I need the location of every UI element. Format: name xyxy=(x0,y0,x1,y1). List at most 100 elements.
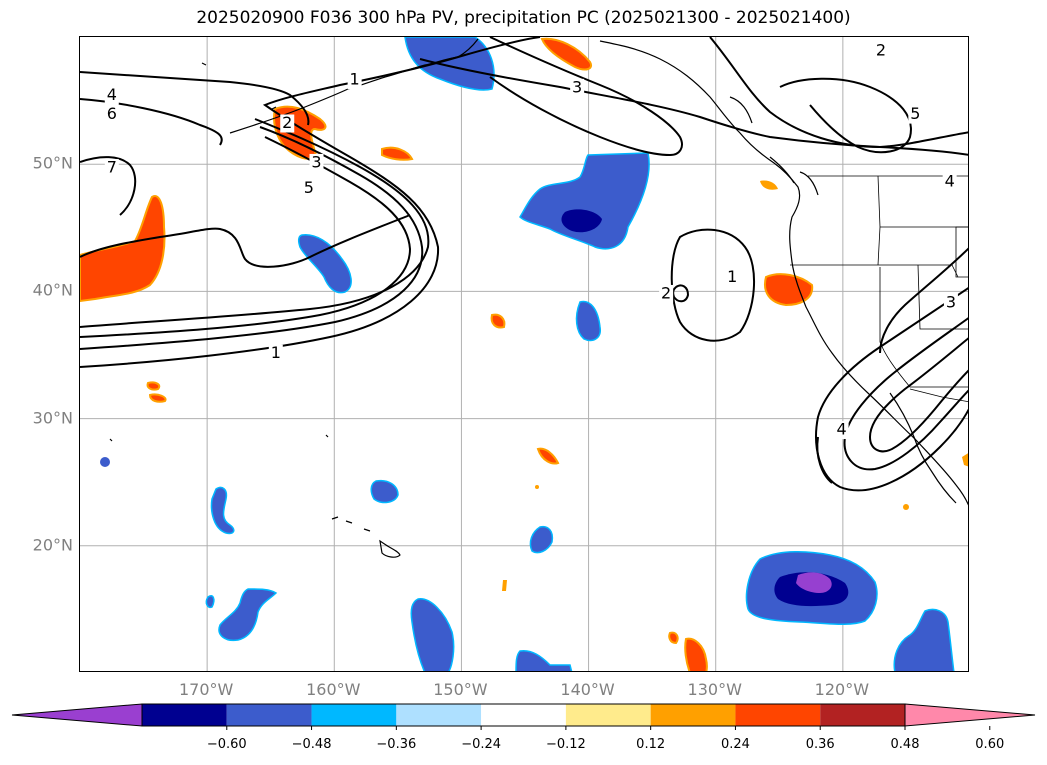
contour-pv-ring-130w-40n xyxy=(670,228,756,342)
colorbar-tick-label: −0.12 xyxy=(545,737,586,752)
colorbar-tick-label: −0.48 xyxy=(291,737,332,752)
precip-neg-blob-central-north xyxy=(519,152,650,250)
precip-neg-blob-gulf-alaska xyxy=(404,37,495,91)
contour-label: 3 xyxy=(572,77,582,96)
coastline-small-islands xyxy=(109,62,329,442)
precip-neg-extreme-122w-16n xyxy=(796,572,832,593)
contour-label: 2 xyxy=(661,283,671,302)
lat-label: 40°N xyxy=(32,280,73,300)
precip-pos-blob-146w-17n xyxy=(502,580,507,591)
colorbar-extend-low xyxy=(11,703,143,727)
contour-pv-2-northeast xyxy=(709,37,968,149)
colorbar-extend-high xyxy=(904,703,1036,727)
lon-label: 130°W xyxy=(687,680,742,699)
lon-label: 150°W xyxy=(433,680,488,699)
contour-label: 3 xyxy=(311,152,321,171)
contour-label: 1 xyxy=(727,267,737,286)
precip-neg-blob-150w-12n xyxy=(410,598,455,671)
contour-pv-1-north xyxy=(80,118,430,328)
contour-label-halo xyxy=(280,114,295,133)
contour-label: 4 xyxy=(107,85,117,104)
precip-pos-dot-115w-23n xyxy=(903,504,909,510)
precip-pos-blob-130w-11n xyxy=(684,637,708,671)
contour-label-halo xyxy=(908,105,923,124)
contour-pv-trough-3 xyxy=(868,337,968,453)
lon-label: 160°W xyxy=(306,680,361,699)
contour-label: 5 xyxy=(304,178,314,197)
contour-label: 1 xyxy=(271,343,281,362)
contour-pv-3 xyxy=(80,136,412,338)
precip-neg-blob-160w-42n xyxy=(297,234,352,294)
precip-pos-blob-125w-40n xyxy=(764,273,814,307)
contour-pv-3-north xyxy=(489,37,683,157)
precip-pos-blob-147w-37n xyxy=(490,313,506,329)
contour-label: 5 xyxy=(910,104,920,123)
lat-label: 30°N xyxy=(32,408,73,428)
colorbar-segment xyxy=(142,704,227,726)
colorbar-tick-label: 0.24 xyxy=(720,737,750,752)
colorbar-tick-label: 0.36 xyxy=(805,737,835,752)
precip-pos-blob-175w-32n xyxy=(146,381,167,403)
lat-label: 50°N xyxy=(32,153,73,173)
contour-label: 4 xyxy=(836,420,846,439)
contour-pv-5-west xyxy=(80,214,411,268)
coastline-baja xyxy=(889,392,957,504)
contour-pv-2 xyxy=(80,126,424,350)
precip-pos-blob-155w-50n xyxy=(381,146,414,161)
precip-neg-blob-140w-38n xyxy=(575,300,601,342)
precip-negative-regions xyxy=(100,37,955,671)
map-title: 2025020900 F036 300 hPa PV, precipitatio… xyxy=(196,8,851,28)
pv-contours xyxy=(80,37,968,492)
contour-pv-4 xyxy=(80,71,310,126)
colorbar-segment xyxy=(735,704,821,726)
contour-label-halo xyxy=(943,293,958,312)
coastline-bc-islands xyxy=(729,96,819,196)
precip-pos-blob-128w-48n xyxy=(760,180,778,190)
colorbar-segment xyxy=(311,704,397,726)
contour-label-halo xyxy=(268,344,283,363)
precip-pos-blob-143w-27n xyxy=(536,447,560,465)
contour-label-halo xyxy=(834,421,849,440)
contour-label-halo xyxy=(874,41,888,60)
lon-label: 120°W xyxy=(814,680,870,699)
contour-label: 6 xyxy=(107,104,117,123)
contour-label-halo xyxy=(570,78,585,97)
precip-pos-dot-144w-25n xyxy=(535,485,539,489)
precip-neg-blob-113w-12n xyxy=(893,608,955,671)
colorbar-outline xyxy=(141,703,906,727)
lat-label: 20°N xyxy=(32,535,73,555)
contour-label: 3 xyxy=(946,292,956,311)
contour-pv-1-pacific xyxy=(419,58,968,156)
lon-label: 140°W xyxy=(560,680,615,699)
precip-pos-blob-east-26n xyxy=(962,453,968,467)
precip-neg-blob-171w-14n xyxy=(205,595,215,609)
contour-pv-1-outer xyxy=(80,37,541,368)
contour-label-halo xyxy=(659,284,674,303)
coastlines xyxy=(109,38,968,558)
contour-label: 2 xyxy=(876,40,886,59)
colorbar-tick-label: −0.24 xyxy=(461,737,502,752)
precip-neg-core-central-north xyxy=(561,209,602,233)
contour-label: 2 xyxy=(282,113,292,132)
colorbar-tick-label: 0.60 xyxy=(975,737,1005,752)
contour-label: 4 xyxy=(945,172,955,191)
colorbar-tick-label: −0.60 xyxy=(206,737,247,752)
contour-pv-small-loop xyxy=(672,284,690,303)
contour-label: 1 xyxy=(350,70,360,89)
precip-neg-dot-west xyxy=(100,457,110,467)
colorbar-tick-label: 0.48 xyxy=(890,737,920,752)
colorbar-tick-label: −0.36 xyxy=(376,737,417,752)
colorbar-segment xyxy=(396,704,482,726)
precip-neg-blob-145w-10n xyxy=(515,649,573,671)
contour-pv-east-3 xyxy=(879,247,968,354)
political-borders xyxy=(790,175,968,403)
precip-neg-blob-158w-23n xyxy=(370,479,399,504)
border-us-states xyxy=(790,175,968,388)
contour-label-halo xyxy=(104,105,119,124)
precip-neg-blob-143w-20n xyxy=(529,525,554,554)
colorbar-tick-label: 0.12 xyxy=(636,737,666,752)
precip-positive-regions xyxy=(80,37,968,671)
contour-label-halo xyxy=(725,268,740,287)
coastline-hawaii xyxy=(331,516,401,558)
